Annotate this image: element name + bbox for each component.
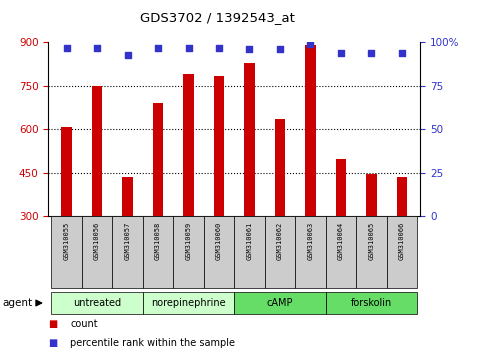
- Text: forskolin: forskolin: [351, 298, 392, 308]
- Bar: [356, 216, 387, 289]
- Bar: [92, 86, 102, 216]
- Bar: [82, 216, 113, 289]
- Text: untreated: untreated: [73, 298, 121, 308]
- Bar: [366, 174, 377, 216]
- Point: [93, 45, 101, 51]
- Bar: [305, 45, 316, 216]
- Point: [368, 50, 375, 56]
- Bar: [234, 292, 326, 314]
- Text: GSM310057: GSM310057: [125, 222, 130, 261]
- Text: GSM310065: GSM310065: [369, 222, 374, 261]
- Bar: [275, 119, 285, 216]
- Text: GSM310066: GSM310066: [399, 222, 405, 261]
- Bar: [143, 216, 173, 289]
- Bar: [234, 216, 265, 289]
- Text: GDS3702 / 1392543_at: GDS3702 / 1392543_at: [140, 11, 295, 24]
- Text: ■: ■: [48, 338, 57, 348]
- Bar: [183, 74, 194, 216]
- Point: [398, 50, 406, 56]
- Text: GSM310055: GSM310055: [64, 222, 70, 261]
- Bar: [213, 76, 224, 216]
- Point: [246, 47, 254, 52]
- Bar: [51, 292, 143, 314]
- Bar: [122, 177, 133, 216]
- Text: agent: agent: [2, 298, 32, 308]
- Text: GSM310056: GSM310056: [94, 222, 100, 261]
- Text: GSM310061: GSM310061: [246, 222, 253, 261]
- Text: GSM310060: GSM310060: [216, 222, 222, 261]
- Text: percentile rank within the sample: percentile rank within the sample: [70, 338, 235, 348]
- Bar: [397, 177, 407, 216]
- Text: GSM310064: GSM310064: [338, 222, 344, 261]
- Text: GSM310063: GSM310063: [308, 222, 313, 261]
- Bar: [326, 216, 356, 289]
- Bar: [51, 216, 82, 289]
- Point: [337, 50, 345, 56]
- Text: norepinephrine: norepinephrine: [151, 298, 226, 308]
- Point: [63, 45, 71, 51]
- Point: [215, 45, 223, 51]
- Bar: [336, 159, 346, 216]
- Text: GSM310062: GSM310062: [277, 222, 283, 261]
- Bar: [173, 216, 204, 289]
- Point: [307, 41, 314, 47]
- Point: [276, 47, 284, 52]
- Bar: [204, 216, 234, 289]
- Bar: [387, 216, 417, 289]
- Text: GSM310058: GSM310058: [155, 222, 161, 261]
- Bar: [326, 292, 417, 314]
- Text: count: count: [70, 319, 98, 329]
- Point: [154, 45, 162, 51]
- Bar: [153, 103, 163, 216]
- Text: GSM310059: GSM310059: [185, 222, 192, 261]
- Bar: [244, 63, 255, 216]
- Point: [185, 45, 192, 51]
- Bar: [143, 292, 234, 314]
- Bar: [61, 127, 72, 216]
- Bar: [295, 216, 326, 289]
- Bar: [113, 216, 143, 289]
- Text: cAMP: cAMP: [267, 298, 293, 308]
- Text: ■: ■: [48, 319, 57, 329]
- Bar: [265, 216, 295, 289]
- Point: [124, 52, 131, 57]
